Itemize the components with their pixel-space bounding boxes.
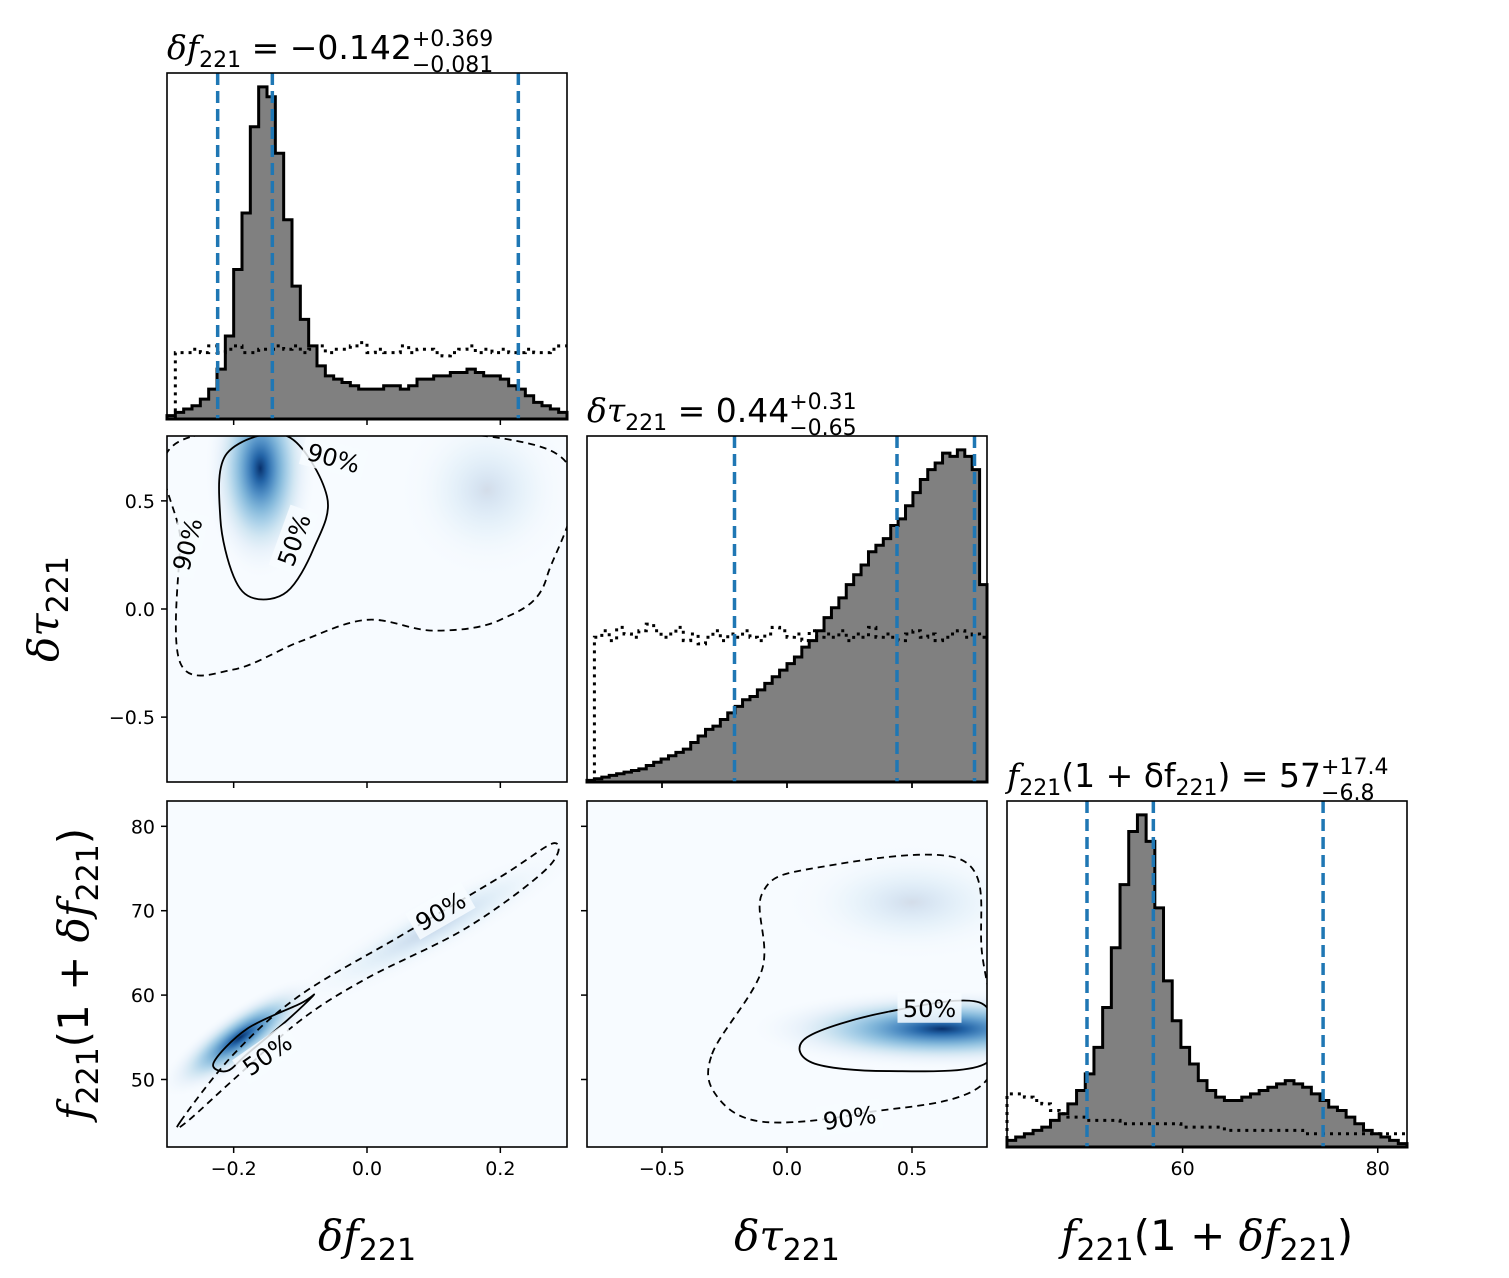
x-tick-label: 80 xyxy=(1366,1158,1390,1180)
axis-label-part: 221 xyxy=(71,1047,106,1104)
contour-label-bg xyxy=(232,1023,302,1085)
x-tick-label: −0.5 xyxy=(639,1158,685,1180)
axis-label-part: 221 xyxy=(41,556,76,613)
heatmap: 90%50% xyxy=(167,842,567,1130)
y-tick-label: −0.5 xyxy=(109,707,155,729)
heatmap: 90%90% 50% xyxy=(167,436,567,677)
contour-50 xyxy=(218,436,329,601)
posterior-histogram xyxy=(585,448,989,784)
axis-label-part: δf xyxy=(49,895,98,942)
title-part: δf xyxy=(167,28,205,67)
heatmap: 50%90% xyxy=(707,842,987,1137)
title-part: +0.369 xyxy=(412,27,493,52)
contour-label-bg xyxy=(815,1098,884,1137)
axis-label-part: (1 + xyxy=(49,942,98,1047)
title-part: 221 xyxy=(1019,776,1061,801)
title-part: −0.65 xyxy=(789,416,856,441)
density-peak xyxy=(782,842,987,963)
y-tick-label: 0.5 xyxy=(125,491,155,513)
posterior-histogram xyxy=(1005,813,1409,1149)
y-tick-label: 0.0 xyxy=(125,599,155,621)
title-part: 221 xyxy=(199,48,241,73)
title-part: +0.31 xyxy=(789,390,856,415)
axis-label-part: 221 xyxy=(71,844,106,901)
density-peak xyxy=(397,436,567,581)
axis-label-part: (1 + xyxy=(1134,1211,1239,1260)
title-part: +17.4 xyxy=(1321,755,1388,780)
y-tick-label: 70 xyxy=(131,901,155,923)
x-axis-label-f: f221(1 + δf221) xyxy=(1058,1211,1353,1268)
title-part: = xyxy=(1230,756,1279,795)
title-part: = xyxy=(241,28,290,67)
joint-df-dtau-panel: 90%90% 50% xyxy=(166,435,568,783)
panel-title: δτ221 = 0.44+0.31 −0.65 xyxy=(587,390,857,441)
title-part: δτ xyxy=(587,391,626,430)
axis-label-part: δf xyxy=(318,1211,365,1260)
contour-label-bg xyxy=(268,504,319,576)
y-tick-label: 50 xyxy=(131,1069,155,1091)
marginal-dtau-panel: δτ221 = 0.44+0.31 −0.65 xyxy=(585,390,989,788)
contour-label-bg xyxy=(405,881,476,940)
contour-90 xyxy=(167,436,567,677)
x-tick-label: 60 xyxy=(1171,1158,1195,1180)
title-part: = xyxy=(667,391,716,430)
axis-label-part: 221 xyxy=(359,1233,416,1268)
axis-label-part: 221 xyxy=(1076,1233,1133,1268)
density-peak xyxy=(167,978,320,1097)
title-part: 57 xyxy=(1279,756,1321,795)
title-part: (1 + δf xyxy=(1061,756,1177,795)
title-part: −0.142 xyxy=(290,28,412,67)
joint-df-f-panel: 90%50% xyxy=(166,800,568,1148)
joint-dtau-f-panel: 50%90% xyxy=(586,800,988,1148)
x-axis-label-dtau: δτ221 xyxy=(734,1211,840,1268)
contour-label-bg xyxy=(167,509,210,579)
x-tick-label: −0.2 xyxy=(211,1158,257,1180)
y-tick-label: 60 xyxy=(131,985,155,1007)
title-part: 221 xyxy=(625,411,667,436)
x-tick-label: 0.0 xyxy=(352,1158,382,1180)
posterior-histogram xyxy=(165,85,569,421)
y-axis-label-dtau: δτ221 xyxy=(19,556,76,662)
x-axis-label-df: δf221 xyxy=(318,1211,416,1268)
contour-label: 50% xyxy=(903,995,956,1023)
marginal-df-panel: δf221 = −0.142+0.369 −0.081 xyxy=(165,27,569,425)
contour-label-bg xyxy=(897,992,962,1023)
title-part: 221 xyxy=(1176,776,1218,801)
contour-50 xyxy=(212,993,316,1073)
axis-label-part: 221 xyxy=(1280,1233,1337,1268)
axis-label-part: ) xyxy=(49,828,98,844)
panel-title: f221(1 + δf221) = 57+17.4 −6.8 xyxy=(1004,755,1388,806)
x-tick-label: 0.2 xyxy=(485,1158,515,1180)
axis-label-part: δτ xyxy=(19,613,68,662)
x-tick-label: 0.0 xyxy=(772,1158,802,1180)
panel-frame xyxy=(1006,800,1408,1148)
prior-histogram xyxy=(587,622,987,784)
axis-label-part: δτ xyxy=(734,1211,783,1260)
axis-label-part: ) xyxy=(1337,1211,1353,1260)
title-part: −0.081 xyxy=(412,53,493,78)
axis-label-part: δf xyxy=(1239,1211,1286,1260)
axis-label-part: 221 xyxy=(783,1233,840,1268)
contour-90 xyxy=(707,853,987,1124)
panel-title: δf221 = −0.142+0.369 −0.081 xyxy=(167,27,493,78)
marginal-f-panel: 60 80 f221(1 + δf221) = 57+17.4 −6.8 xyxy=(1004,755,1409,1180)
x-tick-label: 0.5 xyxy=(897,1158,927,1180)
title-part: −6.8 xyxy=(1321,781,1374,806)
contour-label-bg xyxy=(298,436,369,481)
title-part: 0.44 xyxy=(716,391,789,430)
y-tick-label: 80 xyxy=(131,816,155,838)
y-axis-label-f: f221(1 + δf221) xyxy=(49,828,106,1123)
contour-50 xyxy=(798,999,987,1073)
title-part: ) xyxy=(1218,756,1231,795)
